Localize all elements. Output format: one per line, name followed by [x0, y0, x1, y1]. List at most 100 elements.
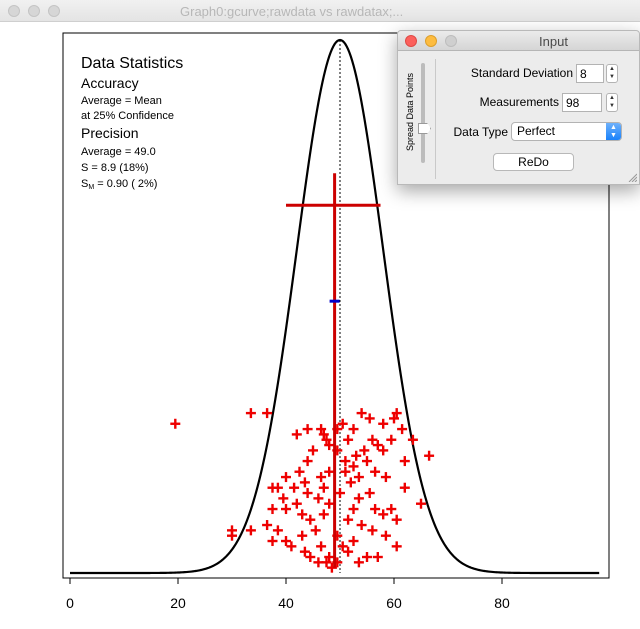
data-point: [310, 525, 321, 536]
panel-divider: [435, 59, 436, 179]
std-dev-field[interactable]: 8: [576, 64, 604, 83]
data-point: [351, 450, 362, 461]
data-point: [305, 514, 316, 525]
data-point: [367, 525, 378, 536]
sm-value: = 0.90 ( 2%): [94, 178, 157, 190]
data-point: [262, 408, 273, 419]
precision-s: S = 8.9 (18%): [81, 162, 149, 174]
data-point: [362, 456, 372, 467]
data-point: [340, 456, 351, 467]
data-point: [316, 541, 327, 552]
std-dev-stepper[interactable]: ▲ ▼: [606, 64, 618, 83]
data-point: [302, 456, 313, 467]
data-point: [316, 472, 327, 483]
data-points: [170, 408, 435, 573]
data-point: [324, 498, 335, 509]
data-point: [343, 546, 354, 557]
data-point: [348, 461, 359, 472]
data-point: [356, 408, 367, 419]
data-point: [302, 488, 313, 499]
data-point: [380, 472, 391, 483]
data-point: [267, 504, 278, 515]
x-axis-ticks: 0 20 40 60 80: [66, 578, 510, 611]
data-point: [348, 424, 359, 435]
data-type-value: Perfect: [517, 124, 556, 138]
data-point: [356, 520, 367, 531]
data-point: [291, 429, 302, 440]
window-title: Graph0:gcurve;rawdata vs rawdatax;...: [180, 4, 404, 19]
data-point: [378, 445, 389, 456]
redo-button[interactable]: ReDo: [493, 153, 574, 171]
precision-average: Average = 49.0: [81, 146, 156, 158]
data-point: [272, 482, 283, 493]
data-type-label: Data Type: [453, 125, 508, 139]
data-point: [227, 530, 237, 541]
spread-data-points-label: Spread Data Points: [405, 72, 415, 152]
data-point: [370, 504, 381, 515]
data-type-select[interactable]: Perfect ▲ ▼: [511, 122, 622, 141]
minimize-icon[interactable]: [28, 5, 40, 17]
spread-slider-track[interactable]: [421, 63, 425, 163]
data-point: [367, 434, 378, 445]
data-point: [372, 440, 383, 451]
data-point: [340, 466, 351, 477]
data-point: [324, 466, 335, 477]
measurements-label: Measurements: [479, 95, 559, 109]
minimize-icon[interactable]: [425, 35, 437, 47]
data-point: [291, 498, 302, 509]
data-point: [324, 552, 335, 563]
data-point: [335, 488, 345, 499]
sm-subscript: M: [88, 184, 94, 191]
input-titlebar[interactable]: Input: [398, 31, 639, 51]
data-point: [324, 440, 335, 451]
data-point: [294, 466, 305, 477]
accuracy-line2: at 25% Confidence: [81, 110, 174, 122]
x-tick-label: 60: [386, 595, 402, 611]
data-point: [318, 429, 329, 440]
close-icon[interactable]: [8, 5, 20, 17]
data-point: [370, 466, 381, 477]
resize-grip-icon[interactable]: [627, 172, 637, 182]
data-point: [318, 509, 329, 520]
close-icon[interactable]: [405, 35, 417, 47]
data-point: [313, 557, 324, 568]
data-point: [245, 408, 256, 419]
data-point: [308, 445, 318, 456]
data-point: [337, 418, 348, 429]
data-point: [343, 434, 354, 445]
zoom-icon[interactable]: [445, 35, 457, 47]
data-point: [389, 413, 399, 424]
stats-box: Data Statistics Accuracy Average = Mean …: [81, 55, 183, 191]
sm-symbol: S: [81, 178, 88, 190]
spread-slider-thumb[interactable]: [418, 123, 431, 134]
data-point: [386, 504, 397, 515]
data-point: [348, 504, 359, 515]
data-point: [281, 504, 291, 515]
x-tick-label: 0: [66, 595, 74, 611]
x-tick-label: 20: [170, 595, 186, 611]
data-point: [299, 546, 310, 557]
data-point: [407, 434, 418, 445]
data-point: [353, 493, 364, 504]
data-point: [262, 520, 273, 531]
zoom-icon[interactable]: [48, 5, 60, 17]
data-point: [297, 509, 308, 520]
data-point: [397, 424, 408, 435]
measurements-stepper[interactable]: ▲ ▼: [606, 93, 618, 112]
data-point: [386, 434, 397, 445]
data-point: [313, 493, 324, 504]
accuracy-line1: Average = Mean: [81, 95, 162, 107]
data-point: [278, 493, 289, 504]
data-point: [245, 525, 256, 536]
data-point: [378, 509, 389, 520]
data-point: [170, 418, 181, 429]
data-point: [337, 541, 348, 552]
data-point: [424, 450, 435, 461]
data-point: [362, 552, 372, 563]
data-point: [345, 477, 356, 488]
measurements-field[interactable]: 98: [562, 93, 602, 112]
data-point: [378, 418, 389, 429]
data-point: [321, 434, 332, 445]
data-point: [391, 541, 402, 552]
data-point: [364, 488, 375, 499]
